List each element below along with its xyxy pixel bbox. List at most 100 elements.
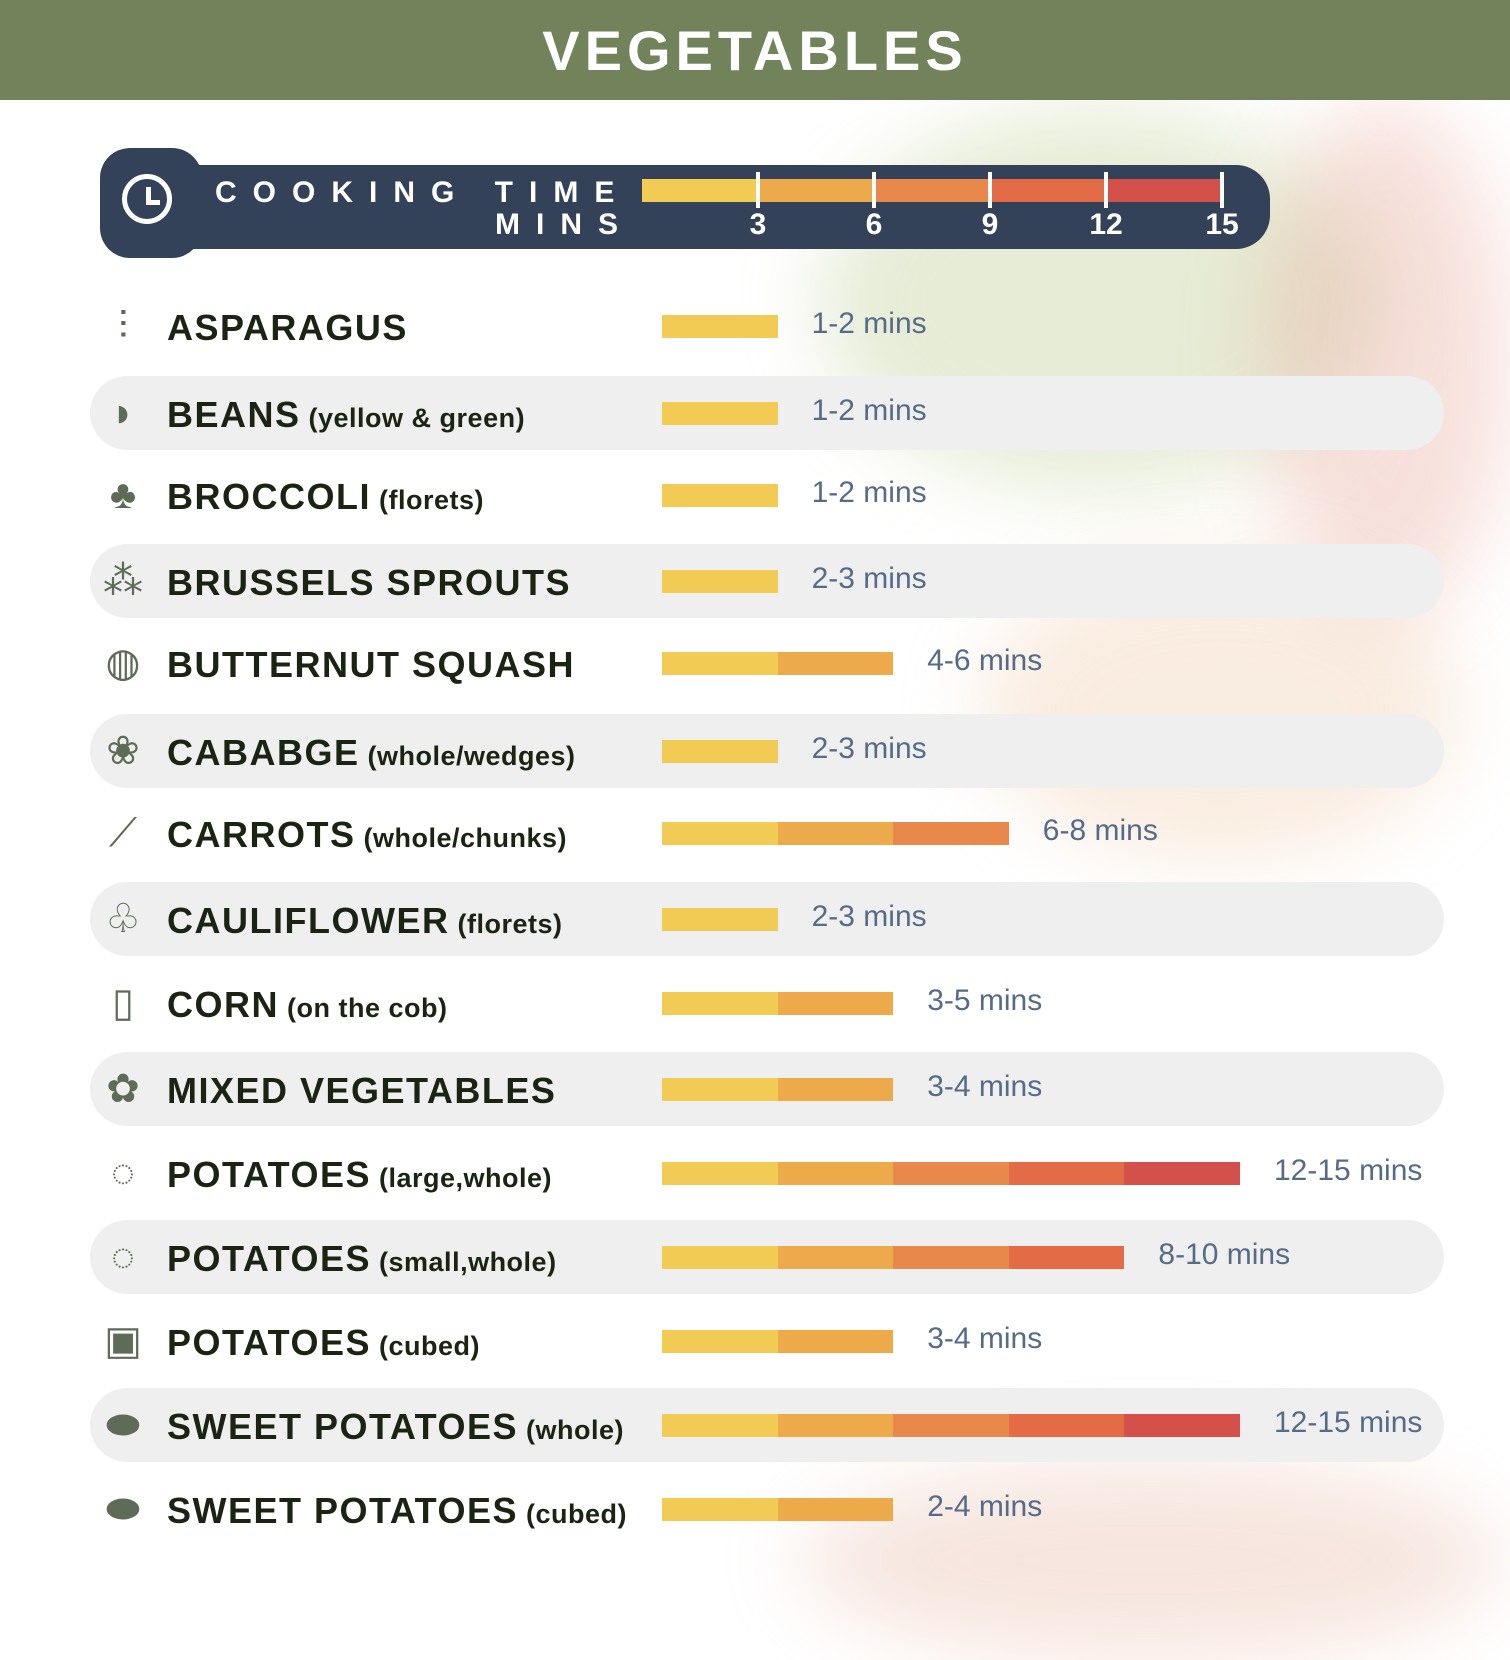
vegetable-name-text: MIXED VEGETABLES [167, 1070, 557, 1111]
cabbage-icon: ❀ [106, 729, 140, 773]
cooking-time-label: 1-2 mins [811, 394, 927, 427]
legend-tick-label: 9 [981, 208, 999, 241]
vegetable-row: ▯ CORN (on the cob) 3-5 mins [90, 966, 1444, 1040]
vegetable-name-text: POTATOES [167, 1154, 372, 1195]
vegetable-note: (large,whole) [379, 1163, 553, 1193]
vegetable-note: (florets) [457, 909, 563, 939]
vegetable-row: ◍ BUTTERNUT SQUASH 4-6 mins [90, 626, 1444, 700]
vegetable-name: MIXED VEGETABLES [167, 1070, 556, 1112]
legend-tick [1220, 172, 1224, 208]
vegetable-name-text: BROCCOLI [167, 476, 371, 517]
vegetable-note: (whole) [526, 1415, 625, 1445]
vegetable-name-text: CAULIFLOWER [167, 900, 450, 941]
vegetable-row: ♧ CAULIFLOWER (florets) 2-3 mins [90, 882, 1444, 956]
time-bar-segment [777, 992, 894, 1015]
time-bar-segment [893, 1246, 1009, 1269]
broccoli-icon: ♣ [109, 473, 137, 517]
cooking-time-label: 3-4 mins [927, 1070, 1043, 1103]
cooking-time-label: 1-2 mins [811, 307, 927, 340]
time-bar-segment [662, 992, 778, 1015]
time-bar-segment [777, 1078, 894, 1101]
time-bar-segment [1124, 1162, 1240, 1185]
cooking-time-label: 6-8 mins [1042, 814, 1158, 847]
vegetable-note: (florets) [379, 485, 484, 515]
vegetable-name: CABABGE (whole/wedges) [167, 732, 576, 774]
legend-tick [756, 172, 760, 208]
time-bar-segment [662, 908, 778, 931]
sweet-potato-icon: ⬬ [105, 1487, 141, 1531]
potato-icon: ◌ [111, 1235, 135, 1279]
legend-scale-segment [990, 179, 1106, 202]
vegetable-name: BEANS (yellow & green) [167, 394, 525, 436]
corn-icon: ▯ [111, 981, 134, 1025]
vegetable-row: ⟋ CARROTS (whole/chunks) 6-8 mins [90, 796, 1444, 870]
vegetable-row: ⬬ SWEET POTATOES (whole) 12-15 mins [90, 1388, 1444, 1462]
cooking-time-label: 4-6 mins [927, 644, 1043, 677]
time-bar-segment [662, 315, 778, 338]
time-bar-segment [777, 652, 894, 675]
vegetable-row: ◌ POTATOES (small,whole) 8-10 mins [90, 1220, 1444, 1294]
vegetable-name: POTATOES (cubed) [167, 1322, 480, 1364]
vegetable-name: CAULIFLOWER (florets) [167, 900, 562, 942]
legend-tick-label: 3 [749, 208, 767, 241]
time-bar-segment [662, 1246, 778, 1269]
vegetable-name: BRUSSELS SPROUTS [167, 562, 571, 604]
vegetable-note: (on the cob) [287, 993, 448, 1023]
legend-scale-segment [758, 179, 874, 202]
legend-tick-label: 15 [1205, 208, 1239, 241]
time-bar-segment [662, 1498, 778, 1521]
time-bar-segment [777, 1246, 894, 1269]
legend-unit: MINS [495, 208, 634, 241]
time-bar-segment [893, 1162, 1009, 1185]
time-bar-segment [1008, 1162, 1125, 1185]
vegetable-name: POTATOES (large,whole) [167, 1154, 552, 1196]
beans-icon: ◗ [110, 391, 136, 435]
legend-tick [872, 172, 876, 208]
vegetable-name: SWEET POTATOES (whole) [167, 1406, 624, 1448]
time-bar-segment [777, 1414, 894, 1437]
clock-icon [122, 174, 172, 224]
header-bar: VEGETABLES [0, 0, 1510, 100]
legend-tick [988, 172, 992, 208]
cooking-time-label: 12-15 mins [1274, 1154, 1423, 1187]
time-bar-segment [662, 822, 778, 845]
vegetable-row: ❀ CABABGE (whole/wedges) 2-3 mins [90, 714, 1444, 788]
potato-icon: ◌ [111, 1151, 135, 1195]
time-bar-segment [1124, 1414, 1240, 1437]
legend-tick-label: 6 [865, 208, 883, 241]
legend-tick-label: 12 [1089, 208, 1123, 241]
legend-scale-segment [1106, 179, 1222, 202]
vegetable-row: ⬬ SWEET POTATOES (cubed) 2-4 mins [90, 1472, 1444, 1546]
vegetable-name-text: CABABGE [167, 732, 360, 773]
time-bar-segment [1008, 1414, 1125, 1437]
time-bar-segment [662, 1162, 778, 1185]
vegetable-name-text: SWEET POTATOES [167, 1406, 519, 1447]
vegetable-note: (whole/chunks) [363, 823, 568, 853]
cooking-time-label: 2-4 mins [927, 1490, 1043, 1523]
vegetable-name-text: BRUSSELS SPROUTS [167, 562, 572, 603]
time-bar-segment [662, 1078, 778, 1101]
time-bar-segment [777, 822, 894, 845]
vegetable-name-text: CORN [167, 984, 279, 1025]
time-bar-segment [1008, 1246, 1125, 1269]
vegetable-row: ◗ BEANS (yellow & green) 1-2 mins [90, 376, 1444, 450]
vegetable-name: POTATOES (small,whole) [167, 1238, 557, 1280]
background-pepper [1260, 100, 1510, 620]
vegetable-name-text: SWEET POTATOES [167, 1490, 519, 1531]
vegetable-name-text: POTATOES [167, 1322, 372, 1363]
brussels-sprouts-icon: ⁂ [103, 559, 143, 603]
vegetable-note: (cubed) [526, 1499, 628, 1529]
carrot-icon: ⟋ [109, 811, 137, 855]
time-bar-segment [777, 1330, 894, 1353]
time-bar-segment [777, 1162, 894, 1185]
cooking-time-label: 3-4 mins [927, 1322, 1043, 1355]
time-bar-segment [662, 402, 778, 425]
potato-cubes-icon: ▣ [104, 1319, 142, 1363]
cooking-time-label: 3-5 mins [927, 984, 1043, 1017]
vegetable-name: BUTTERNUT SQUASH [167, 644, 575, 686]
vegetable-row: ⫶ ASPARAGUS 1-2 mins [90, 289, 1444, 363]
vegetable-name: CORN (on the cob) [167, 984, 447, 1026]
time-bar-segment [893, 822, 1009, 845]
vegetable-name-text: BEANS [167, 394, 301, 435]
cooking-time-label: 2-3 mins [811, 562, 927, 595]
